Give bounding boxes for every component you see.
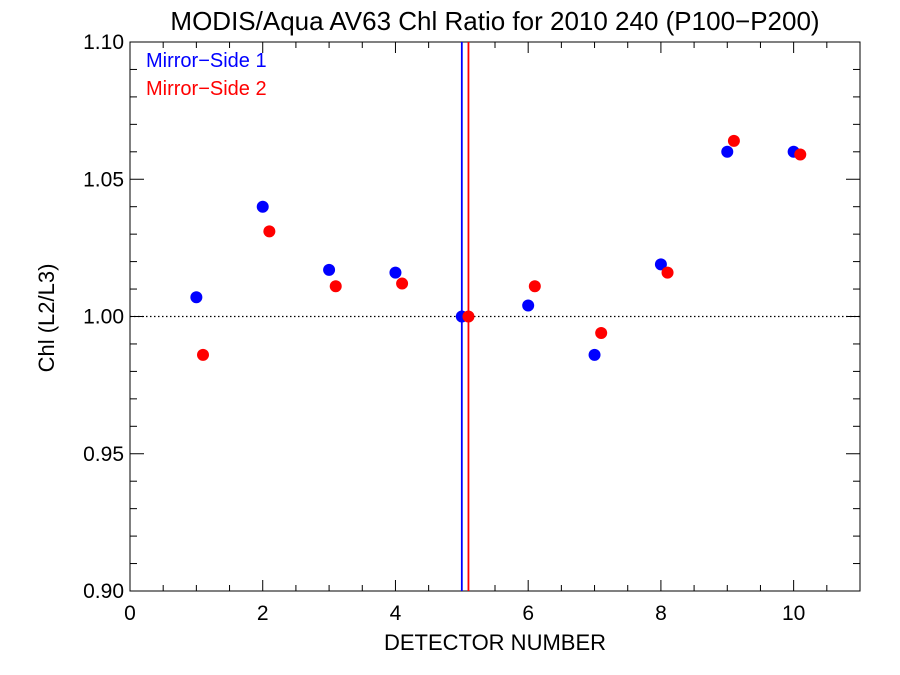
- x-tick-label: 10: [782, 602, 805, 625]
- y-tick-label: 0.95: [83, 443, 124, 466]
- x-tick-label: 4: [390, 602, 402, 625]
- x-tick-label: 2: [257, 602, 269, 625]
- x-tick-label: 8: [655, 602, 667, 625]
- y-tick-label: 0.90: [83, 580, 124, 603]
- point-mirror-side-2: [396, 277, 409, 290]
- point-mirror-side-2: [197, 348, 209, 361]
- y-tick-label: 1.10: [83, 31, 124, 54]
- y-tick-labels: 0.90 0.95 1.00 1.05 1.10: [83, 31, 124, 603]
- point-mirror-side-2: [595, 326, 608, 339]
- x-tick-label: 6: [522, 602, 534, 625]
- x-tick-label: 0: [124, 602, 136, 625]
- y-tick-label: 1.05: [83, 168, 124, 191]
- y-axis-label: Chl (L2/L3): [34, 264, 59, 373]
- x-axis-label: DETECTOR NUMBER: [384, 630, 606, 655]
- point-mirror-side-2: [263, 225, 276, 238]
- point-mirror-side-1: [190, 291, 203, 304]
- y-tick-label: 1.00: [83, 306, 124, 329]
- point-mirror-side-2: [794, 148, 807, 161]
- x-tick-labels: 0 2 4 6 8 10: [124, 602, 805, 625]
- legend: Mirror−Side 1 Mirror−Side 2: [146, 50, 267, 100]
- point-mirror-side-1: [721, 145, 734, 158]
- chart-title: MODIS/Aqua AV63 Chl Ratio for 2010 240 (…: [170, 6, 819, 36]
- point-mirror-side-1: [588, 348, 601, 361]
- point-mirror-side-2: [462, 310, 475, 323]
- point-mirror-side-2: [528, 280, 541, 293]
- point-mirror-side-1: [323, 263, 336, 276]
- point-mirror-side-1: [522, 299, 535, 312]
- point-mirror-side-1: [389, 266, 402, 279]
- point-mirror-side-1: [654, 258, 667, 271]
- point-mirror-side-2: [661, 266, 674, 279]
- legend-label-mirror-side-2: Mirror−Side 2: [146, 78, 267, 100]
- point-mirror-side-2: [727, 134, 740, 147]
- point-mirror-side-1: [256, 200, 269, 213]
- point-mirror-side-2: [329, 280, 342, 293]
- data-points: [190, 134, 807, 361]
- legend-label-mirror-side-1: Mirror−Side 1: [146, 50, 267, 72]
